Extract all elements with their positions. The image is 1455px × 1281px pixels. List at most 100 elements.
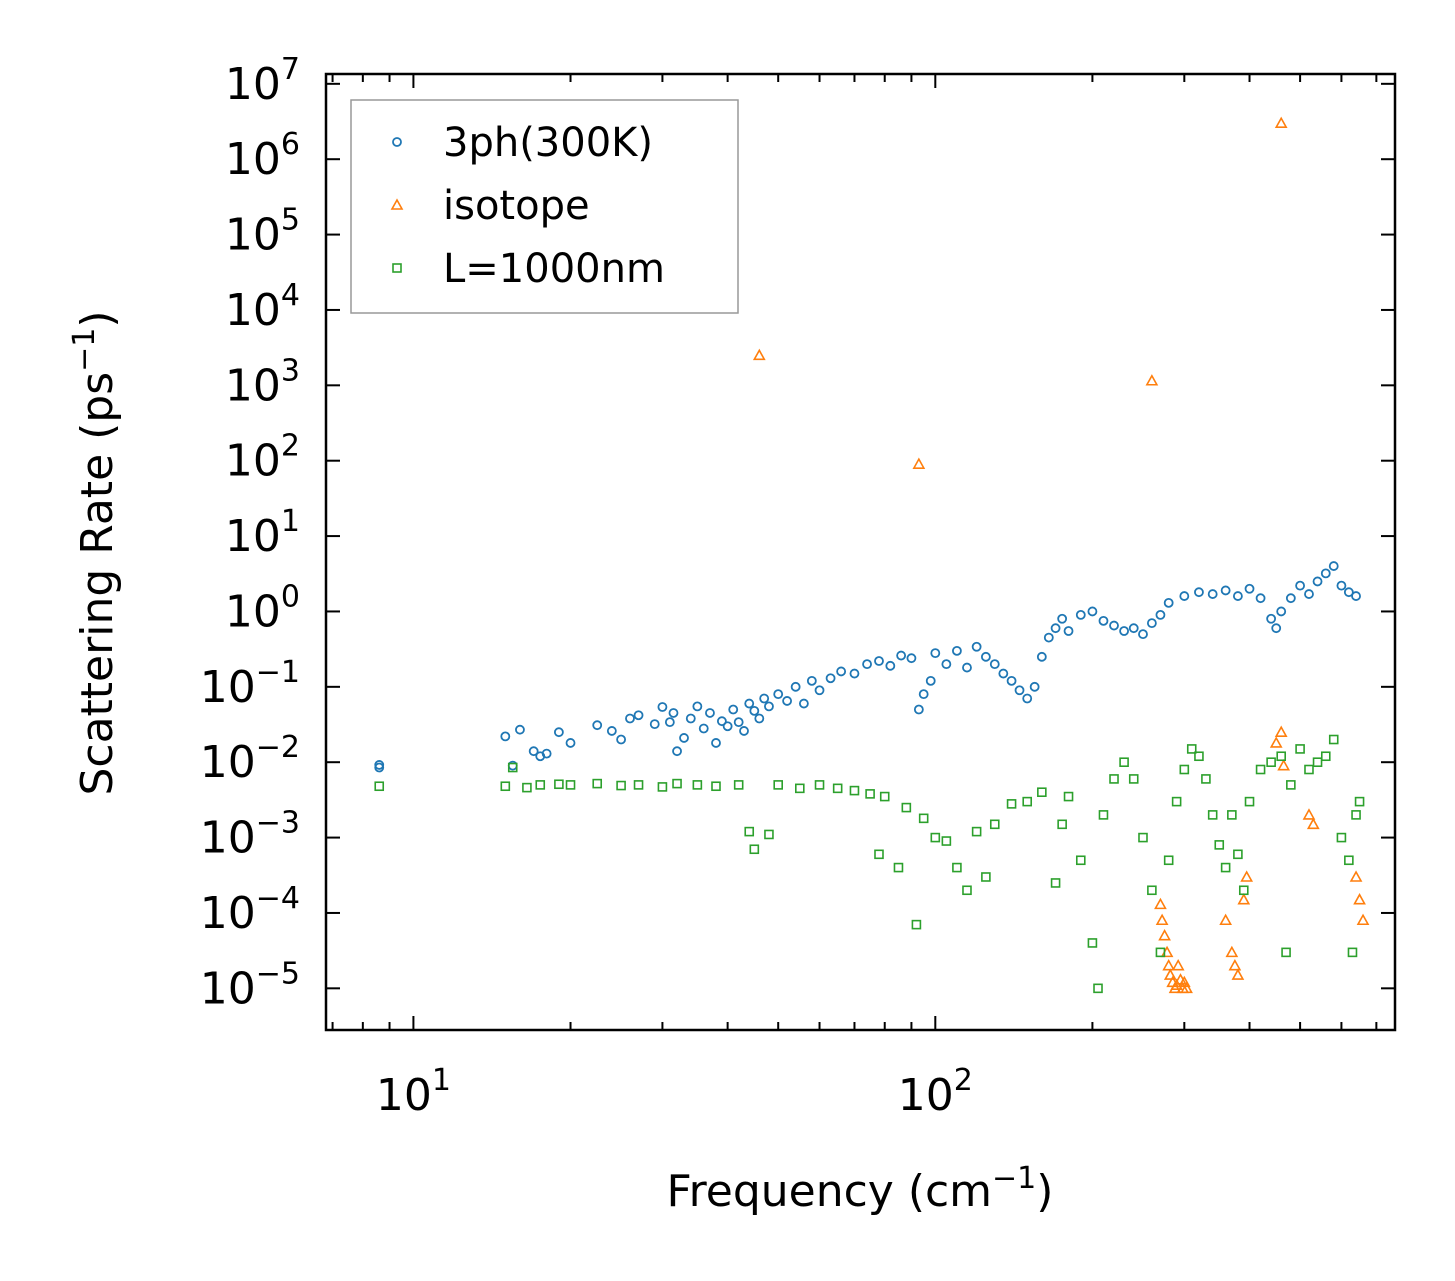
circle-data-point bbox=[1320, 568, 1331, 579]
circle-data-point bbox=[980, 651, 991, 662]
circle-data-point bbox=[782, 696, 792, 706]
square-data-point bbox=[592, 778, 603, 789]
y-tick-label: 10−2 bbox=[200, 730, 300, 788]
square-data-point bbox=[832, 783, 843, 794]
square-data-point bbox=[1351, 810, 1361, 820]
square-data-point bbox=[911, 919, 922, 930]
circle-data-point bbox=[1255, 593, 1266, 604]
square-data-point bbox=[1098, 810, 1109, 820]
square-data-point bbox=[1266, 757, 1276, 768]
circle-data-point bbox=[1163, 597, 1174, 608]
circle-data-point bbox=[814, 685, 825, 696]
circle-data-point bbox=[825, 673, 836, 684]
circle-data-point bbox=[1312, 576, 1323, 587]
circle-data-point bbox=[698, 723, 709, 734]
triangle-data-point bbox=[1274, 116, 1288, 129]
circle-data-point bbox=[998, 668, 1009, 679]
square-data-point bbox=[918, 813, 929, 824]
square-data-point bbox=[795, 783, 805, 794]
series-circle-points bbox=[374, 561, 1361, 773]
circle-data-point bbox=[1057, 613, 1068, 624]
y-tick-label: 10−3 bbox=[200, 806, 300, 864]
square-data-point bbox=[1295, 744, 1305, 754]
circle-data-point bbox=[862, 659, 872, 670]
square-data-point bbox=[1233, 849, 1243, 860]
circle-data-point bbox=[705, 708, 715, 718]
y-tick-label: 100 bbox=[225, 579, 300, 637]
square-data-point bbox=[1186, 744, 1197, 754]
circle-data-point bbox=[565, 738, 576, 748]
circle-data-point bbox=[1043, 632, 1054, 643]
square-data-point bbox=[773, 780, 784, 790]
square-data-point bbox=[1238, 885, 1249, 896]
square-data-point bbox=[633, 780, 644, 790]
square-data-point bbox=[1163, 855, 1174, 866]
square-data-point bbox=[1354, 796, 1365, 807]
circle-data-point bbox=[744, 698, 755, 709]
square-data-point bbox=[1207, 810, 1218, 820]
square-data-point bbox=[565, 780, 576, 790]
square-data-point bbox=[1171, 796, 1182, 807]
circle-data-point bbox=[1036, 651, 1047, 662]
circle-data-point bbox=[971, 641, 982, 652]
square-data-point bbox=[1286, 780, 1296, 790]
circle-data-point bbox=[1050, 623, 1061, 634]
square-data-point bbox=[1255, 764, 1266, 775]
circle-data-point bbox=[849, 668, 860, 679]
triangle-data-point bbox=[1155, 913, 1169, 926]
square-data-point bbox=[1119, 757, 1129, 768]
circle-data-point bbox=[790, 681, 801, 692]
series-square-points bbox=[374, 734, 1365, 994]
circle-data-point bbox=[925, 675, 936, 686]
square-data-point bbox=[1244, 796, 1255, 807]
y-tick-label: 10−4 bbox=[200, 881, 300, 939]
axis-ticks bbox=[326, 74, 1395, 1030]
circle-data-point bbox=[1328, 561, 1339, 571]
plot-frame bbox=[324, 72, 1397, 1032]
x-axis-title: Frequency (cm−1) bbox=[667, 1161, 1054, 1217]
triangle-data-point bbox=[1158, 928, 1171, 941]
square-data-point bbox=[535, 780, 546, 790]
circle-data-point bbox=[1146, 618, 1157, 629]
legend-entry: 3ph(300K) bbox=[392, 120, 653, 166]
circle-data-point bbox=[592, 720, 603, 731]
square-data-point bbox=[1227, 810, 1237, 820]
circle-data-point bbox=[1179, 591, 1190, 601]
square-data-point bbox=[1138, 832, 1148, 843]
square-data-point bbox=[941, 836, 952, 846]
circle-data-point bbox=[733, 717, 744, 728]
circle-data-point bbox=[759, 693, 770, 704]
y-axis-title: Scattering Rate (ps−1) bbox=[67, 310, 123, 795]
square-data-point bbox=[1087, 938, 1098, 948]
legend-label: 3ph(300K) bbox=[443, 120, 653, 166]
circle-data-point bbox=[1014, 685, 1025, 696]
square-data-point bbox=[1281, 947, 1291, 958]
square-data-point bbox=[1328, 734, 1339, 745]
square-data-point bbox=[1050, 878, 1061, 888]
circle-data-point bbox=[1075, 610, 1086, 620]
circle-data-point bbox=[500, 731, 511, 742]
triangle-data-point bbox=[1171, 958, 1185, 971]
circle-data-point bbox=[1128, 623, 1139, 634]
circle-data-point bbox=[722, 721, 733, 732]
triangle-data-point bbox=[1163, 968, 1177, 980]
legend-circle-marker bbox=[392, 137, 402, 147]
legend: 3ph(300K) isotope L=1000nm bbox=[350, 99, 739, 314]
circle-data-point bbox=[941, 659, 952, 670]
circle-data-point bbox=[918, 689, 929, 700]
square-data-point bbox=[374, 781, 385, 792]
circle-data-point bbox=[749, 705, 760, 716]
legend-triangle-marker bbox=[390, 198, 404, 210]
triangle-data-point bbox=[1154, 897, 1167, 910]
square-data-point bbox=[814, 780, 825, 790]
square-data-point bbox=[893, 862, 904, 873]
x-tick-label: 102 bbox=[898, 1063, 973, 1121]
triangle-data-point bbox=[912, 457, 926, 469]
square-data-point bbox=[733, 780, 744, 790]
circle-data-point bbox=[374, 760, 385, 770]
square-data-point bbox=[1344, 855, 1354, 866]
circle-data-point bbox=[1098, 615, 1109, 626]
legend-entry: L=1000nm bbox=[392, 246, 665, 292]
circle-data-point bbox=[1138, 629, 1148, 640]
square-data-point bbox=[962, 885, 972, 896]
